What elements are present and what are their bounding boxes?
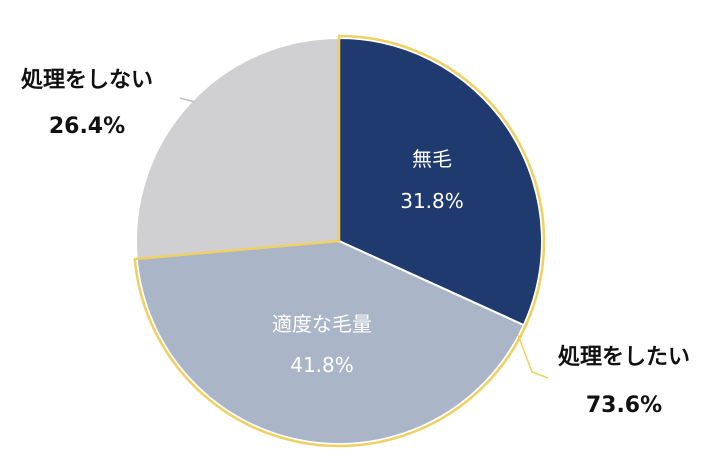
pie-slice-2 <box>135 36 340 260</box>
slice-value-moderate: 41.8% <box>290 353 354 377</box>
group-outline-path <box>133 34 546 448</box>
slice-value-untreated: 26.4% <box>49 114 125 139</box>
slice-label-untreated: 処理をしない <box>21 67 153 93</box>
slice-label-moderate: 適度な毛量 <box>272 312 372 336</box>
group-value-treat: 73.6% <box>586 393 662 418</box>
group-outline <box>133 34 546 448</box>
pie-slices <box>135 36 543 445</box>
slice-label-hairless: 無毛 <box>412 147 452 171</box>
pie-slice-1 <box>135 239 526 445</box>
pie-slice-0 <box>338 36 543 327</box>
leader-line-treat <box>517 334 549 379</box>
slice-value-hairless: 31.8% <box>400 189 464 213</box>
group-label-treat: 処理をしたい <box>558 344 690 370</box>
leader-line-untreated <box>179 97 196 103</box>
